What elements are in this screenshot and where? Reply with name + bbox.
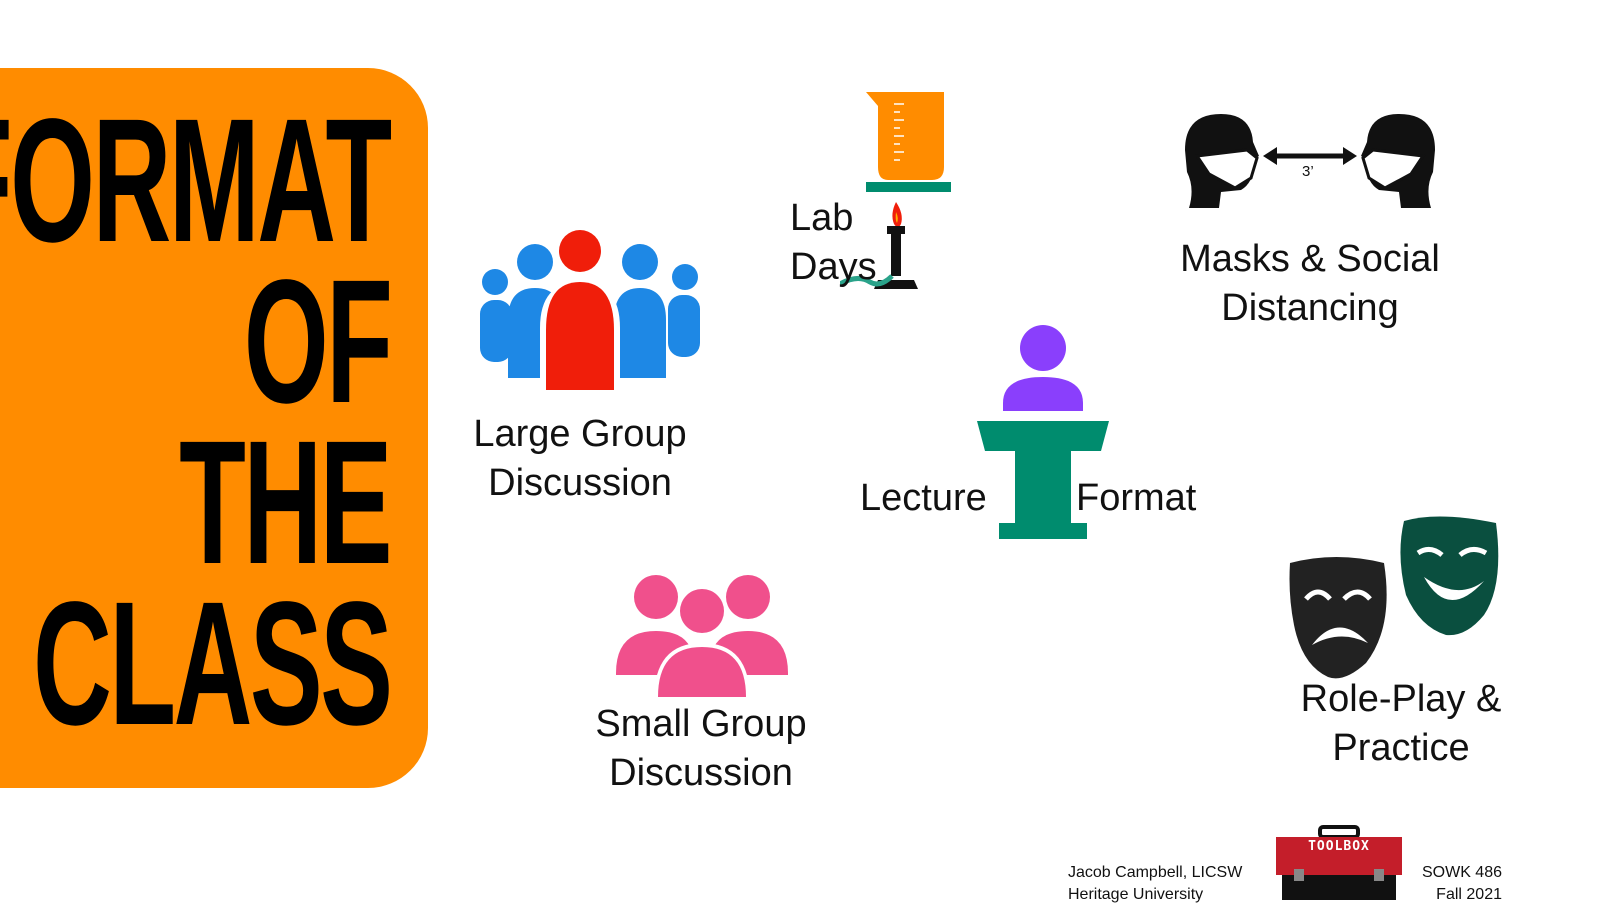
masked-heads-icon <box>1185 114 1435 208</box>
large-group-label-2: Discussion <box>488 462 672 504</box>
lecture-label: Lecture <box>860 477 987 519</box>
footer-author: Jacob Campbell, LICSW <box>1068 864 1243 881</box>
podium-icon <box>977 325 1109 539</box>
small-group-label-1: Small Group <box>595 703 807 745</box>
theater-masks-icon <box>1289 516 1499 679</box>
role-play-label-1: Role-Play & <box>1300 678 1502 720</box>
distance-label: 3’ <box>1302 163 1314 180</box>
footer-term: Fall 2021 <box>1436 886 1502 903</box>
small-group-icon <box>616 575 788 700</box>
toolbox-label: TOOLBOX <box>1308 839 1370 854</box>
masks-label-1: Masks & Social <box>1180 238 1440 280</box>
footer-course: SOWK 486 <box>1421 864 1502 881</box>
lab-days-label-2: Days <box>790 246 877 288</box>
title-line-2: OF <box>243 244 392 440</box>
bunsen-burner-icon <box>840 202 918 289</box>
role-play-label-2: Practice <box>1332 727 1470 769</box>
title-panel: FORMAT OF THE CLASS <box>0 68 428 788</box>
beaker-icon <box>866 92 951 192</box>
title-line-4: CLASS <box>32 566 393 762</box>
title-line-1: FORMAT <box>0 83 392 279</box>
masks-label-2: Distancing <box>1221 287 1399 329</box>
small-group-label-2: Discussion <box>609 752 793 794</box>
people-group-icon <box>480 230 700 395</box>
title-line-3: THE <box>179 405 392 601</box>
large-group-label-1: Large Group <box>473 413 687 455</box>
format-label: Format <box>1076 477 1197 519</box>
footer-institution: Heritage University <box>1068 886 1204 903</box>
lab-days-label-1: Lab <box>790 197 854 239</box>
toolbox-icon: TOOLBOX <box>1276 825 1402 900</box>
